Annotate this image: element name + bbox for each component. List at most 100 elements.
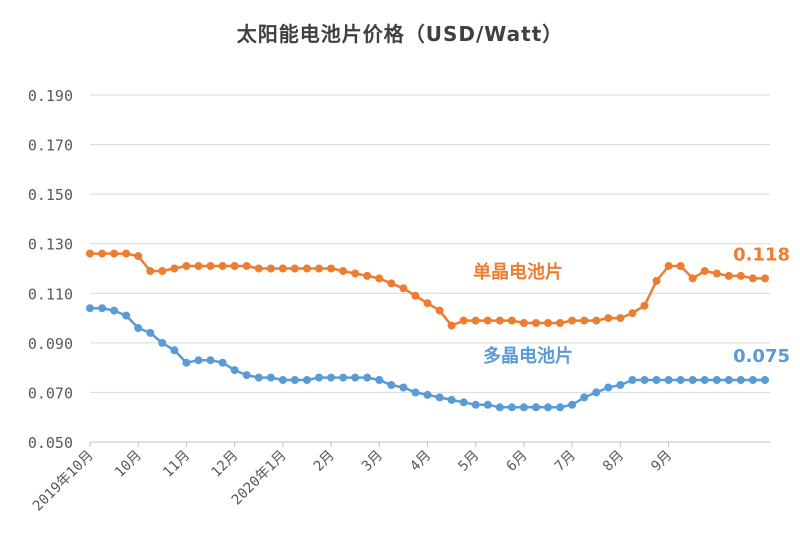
data-point	[290, 376, 299, 384]
data-point	[399, 284, 408, 293]
data-point	[580, 316, 589, 325]
series-lines	[86, 249, 769, 412]
data-point	[290, 264, 299, 273]
data-point	[604, 314, 613, 323]
data-point	[411, 388, 420, 397]
data-point	[580, 393, 589, 402]
data-point	[652, 376, 661, 384]
data-point	[86, 249, 94, 258]
data-point	[652, 276, 661, 285]
y-tick-label: 0.170	[28, 137, 73, 155]
data-point	[423, 299, 432, 308]
data-point	[700, 376, 709, 384]
data-point	[748, 274, 757, 283]
data-point	[471, 316, 480, 325]
data-point	[242, 371, 251, 380]
mono-series-line	[90, 252, 765, 327]
data-point	[688, 376, 697, 384]
x-tick-label: 5月	[455, 448, 482, 475]
data-point	[736, 376, 745, 384]
labels: 单晶电池片 0.118 多晶电池片 0.075	[473, 244, 790, 367]
series-name-label: 单晶电池片	[473, 261, 563, 283]
data-point	[495, 316, 504, 325]
data-point	[616, 314, 625, 323]
data-point	[86, 304, 94, 313]
data-point	[411, 291, 420, 300]
series-name-label: 多晶电池片	[483, 345, 573, 367]
data-point	[315, 373, 323, 382]
data-point	[519, 319, 528, 327]
data-point	[351, 373, 360, 382]
data-point	[146, 328, 155, 337]
data-point	[110, 306, 119, 315]
data-point	[688, 274, 697, 283]
data-point	[483, 316, 492, 325]
data-point	[98, 304, 107, 313]
data-point	[315, 264, 323, 273]
x-tick-label: 10月	[112, 448, 145, 481]
data-point	[266, 264, 275, 273]
data-point	[712, 376, 721, 384]
data-point	[459, 398, 468, 407]
data-point	[363, 373, 372, 382]
y-tick-label: 0.110	[28, 285, 73, 303]
data-point	[182, 358, 191, 367]
data-point	[761, 274, 769, 283]
data-point	[507, 316, 516, 325]
data-point	[351, 269, 360, 278]
x-tick-label: 6月	[504, 448, 531, 475]
end-value-label: 0.118	[733, 244, 790, 265]
data-point	[748, 376, 757, 384]
data-point	[532, 319, 540, 327]
data-point	[134, 324, 143, 332]
data-point	[218, 358, 227, 367]
data-point	[278, 264, 287, 273]
data-point	[447, 395, 456, 404]
y-tick-label: 0.090	[28, 335, 73, 353]
data-point	[122, 311, 131, 320]
data-point	[664, 262, 673, 270]
data-point	[532, 403, 540, 412]
x-tick-label: 9月	[648, 448, 675, 475]
data-point	[158, 338, 167, 347]
data-point	[544, 319, 552, 327]
data-point	[592, 316, 601, 325]
data-point	[556, 403, 565, 412]
data-point	[98, 249, 107, 258]
x-tick-label: 12月	[208, 448, 241, 481]
data-point	[110, 249, 119, 258]
data-point	[206, 356, 215, 365]
data-point	[556, 319, 565, 327]
x-tick-label: 8月	[600, 448, 627, 475]
data-point	[134, 252, 143, 261]
gridlines	[90, 94, 770, 393]
data-point	[435, 306, 444, 315]
data-point	[568, 316, 577, 325]
y-tick-label: 0.050	[28, 434, 73, 452]
data-point	[363, 271, 372, 280]
data-point	[158, 267, 167, 275]
data-point	[303, 264, 311, 273]
data-point	[399, 383, 408, 392]
data-point	[182, 262, 191, 270]
data-point	[640, 301, 649, 310]
x-tick-label: 2月	[311, 448, 338, 475]
y-tick-label: 0.070	[28, 384, 73, 402]
y-tick-label: 0.190	[28, 87, 73, 105]
chart-title: 太阳能电池片价格（USD/Watt）	[236, 22, 564, 46]
data-point	[459, 316, 468, 325]
y-tick-label: 0.150	[28, 186, 73, 204]
data-point	[724, 376, 733, 384]
data-point	[736, 271, 745, 280]
data-point	[471, 400, 480, 409]
data-point	[327, 373, 336, 382]
data-point	[640, 376, 649, 384]
data-point	[230, 366, 239, 375]
data-point	[387, 279, 396, 288]
data-point	[242, 262, 251, 270]
data-point	[568, 400, 577, 409]
data-point	[700, 267, 709, 275]
data-point	[628, 376, 637, 384]
